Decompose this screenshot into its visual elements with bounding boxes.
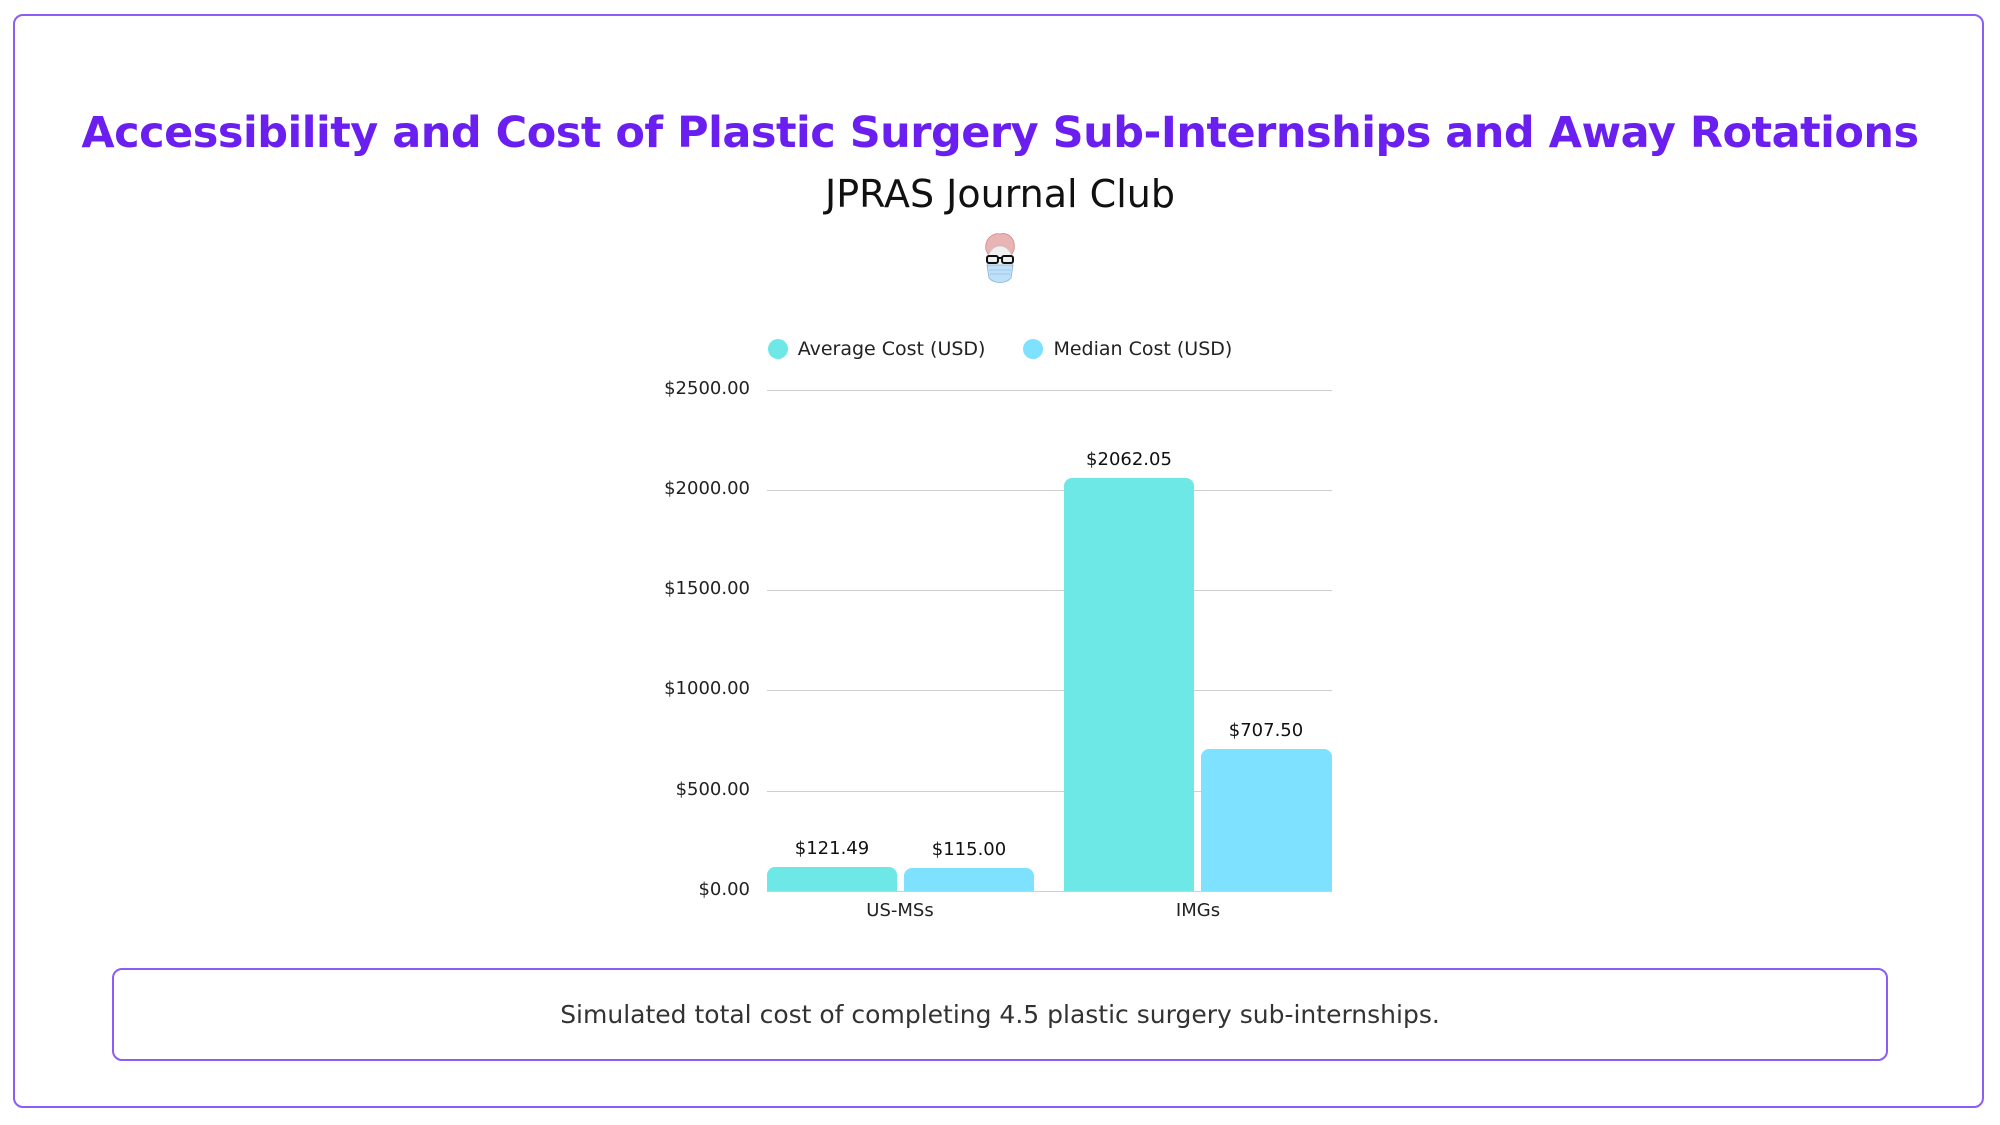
legend-label-median: Median Cost (USD) [1053,338,1233,360]
x-axis-baseline [767,891,1332,892]
bar-label-usms-median: $115.00 [931,839,1007,860]
bar-label-usms-average: $121.49 [794,838,870,859]
y-tick: $1500.00 [664,578,750,599]
y-tick: $0.00 [698,879,750,900]
legend-dot-median-icon [1023,339,1044,359]
x-tick-usms: US-MSs [866,900,934,921]
bar-imgs-average[interactable] [1064,478,1194,891]
bar-usms-average[interactable] [767,867,897,891]
chart-legend: Average Cost (USD) Median Cost (USD) [0,338,2000,360]
bar-label-imgs-median: $707.50 [1228,720,1304,741]
bar-usms-median[interactable] [904,868,1034,891]
chart-caption: Simulated total cost of completing 4.5 p… [560,1000,1440,1029]
bar-label-imgs-average: $2062.05 [1086,449,1172,470]
gridline [767,390,1332,391]
chart-title: Accessibility and Cost of Plastic Surger… [81,108,1919,158]
y-tick: $1000.00 [664,678,750,699]
legend-item-average[interactable]: Average Cost (USD) [767,338,986,360]
gridline [767,590,1332,591]
y-tick: $2000.00 [664,478,750,499]
legend-item-median[interactable]: Median Cost (USD) [1023,338,1232,360]
bar-imgs-median[interactable] [1201,749,1332,891]
gridline [767,490,1332,491]
x-tick-imgs: IMGs [1175,900,1221,921]
legend-label-average: Average Cost (USD) [797,338,986,360]
chart-subtitle: JPRAS Journal Club [825,172,1175,216]
card-frame [13,14,1984,1108]
surgeon-avatar-icon [985,233,1015,283]
y-tick: $2500.00 [664,378,750,399]
y-tick: $500.00 [675,779,750,800]
legend-dot-average-icon [767,339,788,359]
caption-box: Simulated total cost of completing 4.5 p… [112,968,1888,1061]
gridline [767,690,1332,691]
gridline [767,791,1332,792]
